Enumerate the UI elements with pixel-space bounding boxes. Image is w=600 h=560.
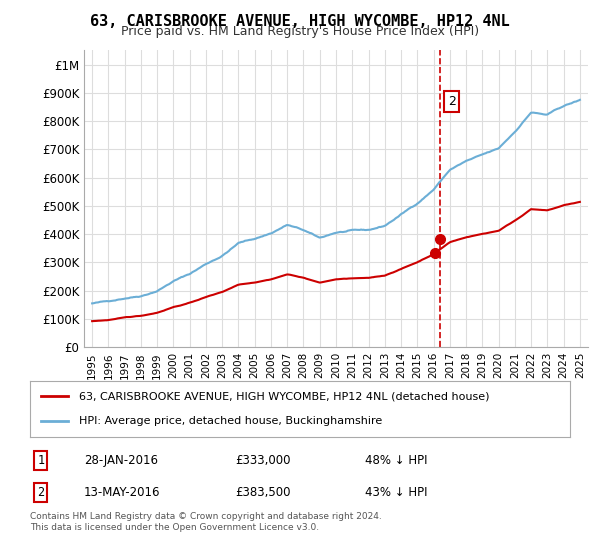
Text: 63, CARISBROOKE AVENUE, HIGH WYCOMBE, HP12 4NL (detached house): 63, CARISBROOKE AVENUE, HIGH WYCOMBE, HP… — [79, 391, 489, 402]
Text: £333,000: £333,000 — [235, 454, 290, 467]
Text: HPI: Average price, detached house, Buckinghamshire: HPI: Average price, detached house, Buck… — [79, 416, 382, 426]
Text: 63, CARISBROOKE AVENUE, HIGH WYCOMBE, HP12 4NL: 63, CARISBROOKE AVENUE, HIGH WYCOMBE, HP… — [90, 14, 510, 29]
Text: 1: 1 — [37, 454, 44, 467]
Text: 28-JAN-2016: 28-JAN-2016 — [84, 454, 158, 467]
Text: 13-MAY-2016: 13-MAY-2016 — [84, 486, 161, 499]
Text: 2: 2 — [37, 486, 44, 499]
Text: 43% ↓ HPI: 43% ↓ HPI — [365, 486, 427, 499]
Text: £383,500: £383,500 — [235, 486, 290, 499]
Text: 48% ↓ HPI: 48% ↓ HPI — [365, 454, 427, 467]
Text: Price paid vs. HM Land Registry's House Price Index (HPI): Price paid vs. HM Land Registry's House … — [121, 25, 479, 38]
Text: 2: 2 — [448, 95, 455, 108]
Text: Contains HM Land Registry data © Crown copyright and database right 2024.
This d: Contains HM Land Registry data © Crown c… — [30, 512, 382, 532]
